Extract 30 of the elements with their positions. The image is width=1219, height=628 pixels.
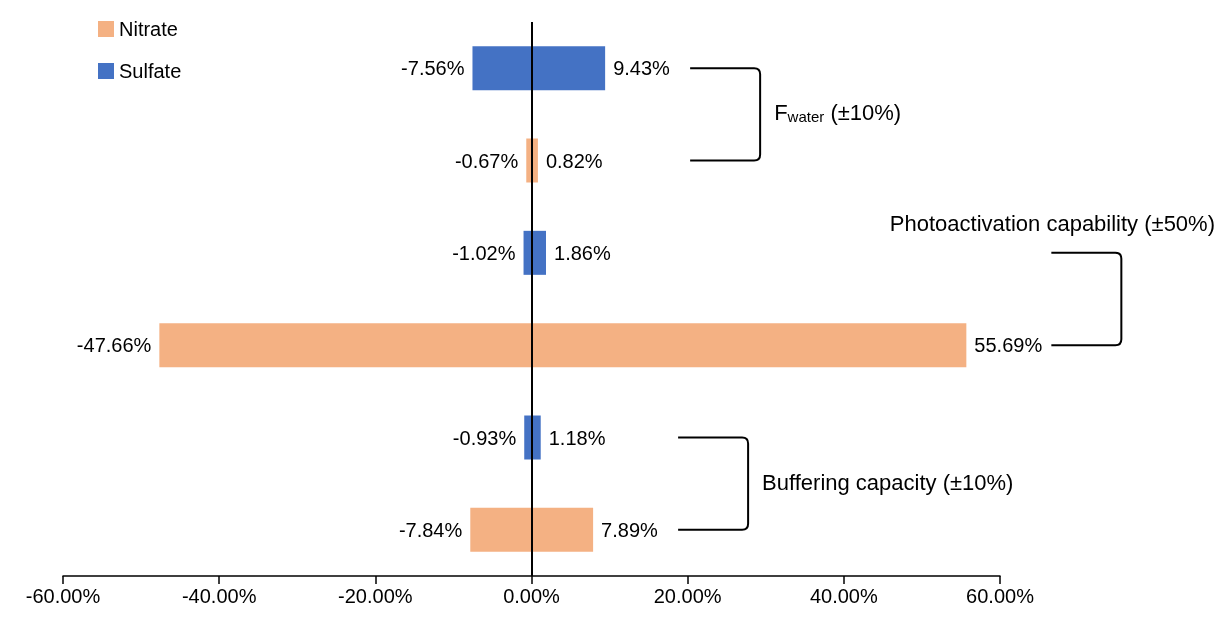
- data-label: 1.86%: [554, 241, 611, 264]
- data-label: -7.56%: [401, 57, 465, 80]
- x-tick-label: 20.00%: [653, 585, 722, 607]
- data-label: 55.69%: [974, 334, 1043, 357]
- annotation: Buffering capacity (±10%): [762, 469, 1014, 495]
- data-label: -7.84%: [398, 518, 463, 541]
- bar: [472, 46, 532, 91]
- x-tick-label: -60.00%: [25, 585, 101, 607]
- data-label: 0.82%: [545, 149, 603, 172]
- legend-label: Sulfate: [119, 60, 182, 82]
- annotation: F$_{water}$ (±10%): [774, 100, 902, 126]
- x-tick-label: 0.00%: [503, 585, 561, 607]
- annotation: Photoactivation capability (±50%): [889, 210, 1216, 236]
- data-label: 1.18%: [548, 426, 606, 449]
- x-tick-label: -40.00%: [181, 585, 257, 607]
- data-label: -47.66%: [76, 334, 152, 357]
- x-tick-label: 40.00%: [809, 585, 878, 607]
- data-label: -0.67%: [454, 149, 519, 172]
- bar: [159, 323, 532, 368]
- bar: [531, 323, 967, 368]
- data-label: 7.89%: [601, 518, 659, 541]
- bar: [531, 507, 594, 552]
- data-label: -1.02%: [452, 241, 516, 264]
- legend-label: Nitrate: [119, 18, 178, 40]
- data-label: -0.93%: [452, 426, 517, 449]
- x-tick-label: 60.00%: [966, 585, 1035, 607]
- data-label: 9.43%: [613, 57, 671, 80]
- bar: [470, 507, 532, 552]
- bar: [531, 46, 606, 91]
- x-tick-label: -20.00%: [338, 585, 413, 607]
